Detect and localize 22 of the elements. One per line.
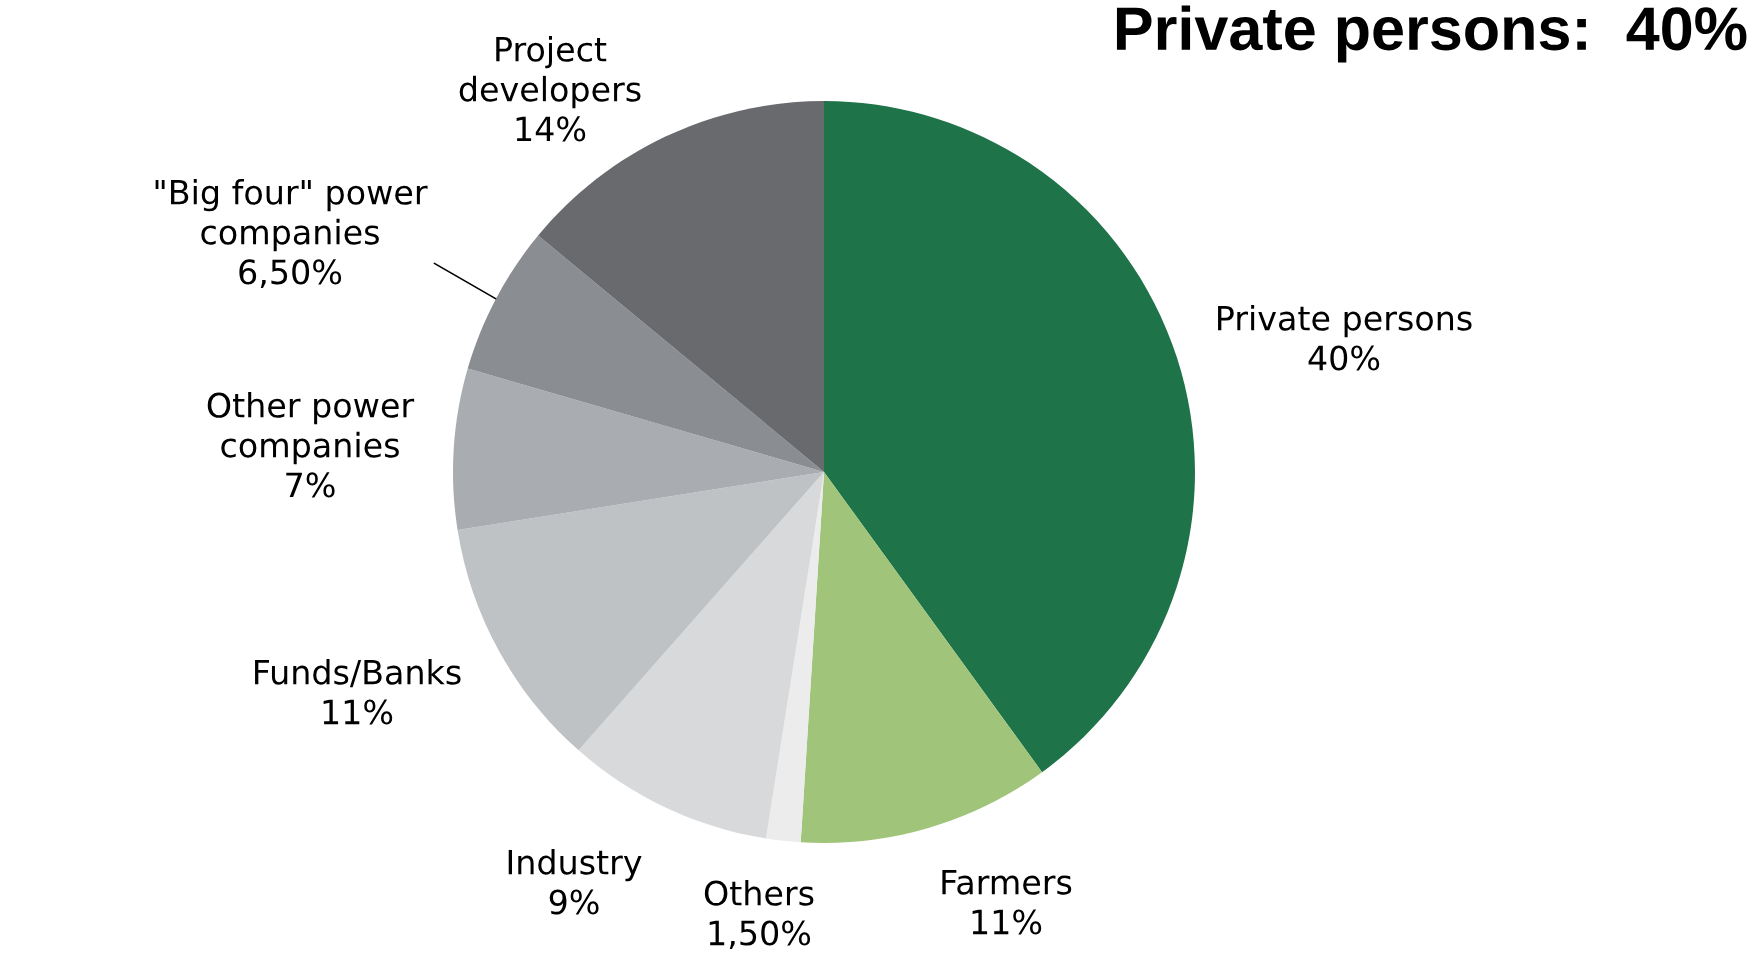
slice-label: Others [704,879,814,906]
data-label: 40% [1308,345,1380,371]
slice-label: Project developers [459,36,641,109]
data-label: 7% [286,472,335,498]
data-label: 9% [549,889,599,915]
pie-slice [467,235,824,472]
pie-slice [824,101,1195,773]
slice-label: Industry [508,848,642,882]
chart-title: Private persons: 40% [1116,5,1747,63]
slice-label: "Big four" power companies [155,179,428,252]
pie-slice [578,472,824,839]
data-label: 11% [323,699,393,725]
pie-slice [453,368,824,531]
slice-label: Farmers [942,869,1072,895]
slice-label: Other power companies [207,392,415,465]
pie-slice [800,472,1043,843]
slice-label: Private persons [1218,304,1472,338]
data-label: 14% [516,116,586,142]
data-label: 6,50% [239,259,342,288]
slice-label: Funds/Banks [255,658,461,688]
data-label: 1,50% [709,920,811,949]
data-label: 11% [972,909,1042,935]
